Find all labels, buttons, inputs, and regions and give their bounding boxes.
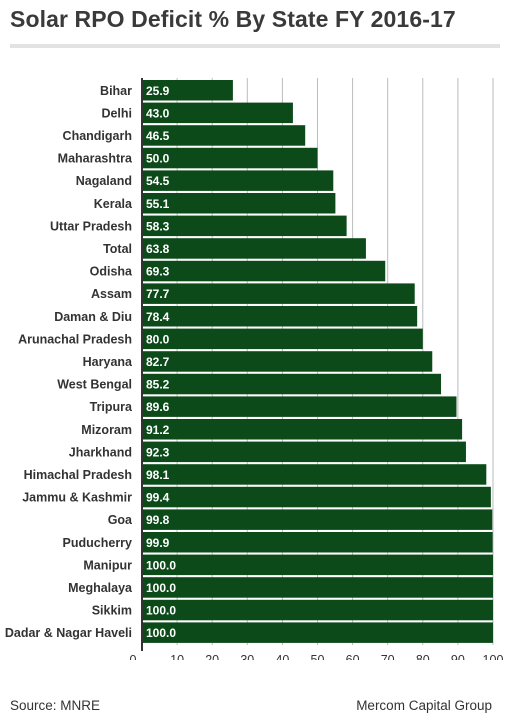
bar: [142, 486, 491, 508]
category-label: Uttar Pradesh: [50, 219, 132, 233]
data-label: 55.1: [146, 197, 170, 211]
category-label: Kerala: [94, 197, 133, 211]
bar: [142, 260, 386, 282]
data-label: 92.3: [146, 445, 170, 459]
bar: [142, 373, 442, 395]
data-label: 99.9: [146, 536, 170, 550]
x-tick-label: 0: [130, 653, 137, 660]
bar: [142, 170, 334, 191]
bar: [142, 419, 463, 440]
data-label: 78.4: [146, 310, 170, 324]
x-tick-label: 30: [240, 653, 254, 660]
bar: [142, 599, 493, 621]
category-label: Mizoram: [81, 423, 132, 437]
bar: [142, 351, 433, 372]
category-label: Maharashtra: [58, 152, 133, 166]
category-label: Tripura: [90, 400, 133, 414]
category-label: Sikkim: [92, 604, 132, 618]
category-label: Goa: [108, 513, 133, 527]
category-label: Delhi: [101, 106, 132, 120]
bar: [142, 577, 493, 598]
category-label: Jammu & Kashmir: [22, 491, 132, 505]
category-label: Jharkhand: [69, 445, 132, 459]
category-label: Odisha: [90, 265, 133, 279]
category-label: Meghalaya: [68, 581, 133, 595]
data-label: 54.5: [146, 174, 170, 188]
data-label: 100.0: [146, 558, 176, 572]
data-label: 91.2: [146, 423, 170, 437]
category-label: Himachal Pradesh: [24, 468, 132, 482]
x-tick-label: 50: [311, 653, 325, 660]
data-label: 89.6: [146, 400, 170, 414]
bar: [142, 238, 366, 259]
x-tick-label: 90: [451, 653, 465, 660]
bar: [142, 147, 318, 169]
bar-chart: Bihar Delhi Chandigarh Maharashtra Nagaland K…: [5, 78, 504, 660]
bar: [142, 464, 487, 485]
chart-title: Solar RPO Deficit % By State FY 2016-17: [10, 6, 456, 32]
bars: [142, 80, 493, 643]
data-label: 58.3: [146, 219, 170, 233]
data-label: 46.5: [146, 129, 170, 143]
bar: [142, 125, 306, 146]
category-label: Haryana: [83, 355, 133, 369]
bar: [142, 622, 493, 643]
credit-note: Mercom Capital Group: [356, 698, 492, 713]
data-label: 63.8: [146, 242, 170, 256]
category-label: West Bengal: [57, 378, 132, 392]
data-label: 82.7: [146, 355, 170, 369]
x-tick-label: 20: [205, 653, 219, 660]
data-label: 100.0: [146, 604, 176, 618]
bar: [142, 102, 293, 124]
x-tick-label: 60: [346, 653, 360, 660]
bar: [142, 193, 336, 214]
data-label: 100.0: [146, 581, 176, 595]
x-axis: 0 10 20 30 40 50 60 70 80 90 100: [130, 78, 504, 660]
category-label: Total: [103, 242, 132, 256]
category-label: Arunachal Pradesh: [18, 332, 132, 346]
data-label: 69.3: [146, 265, 170, 279]
data-label: 85.2: [146, 378, 170, 392]
category-label: Daman & Diu: [54, 310, 132, 324]
bar: [142, 215, 347, 237]
x-tick-label: 10: [170, 653, 184, 660]
data-label: 50.0: [146, 152, 170, 166]
category-labels: Bihar Delhi Chandigarh Maharashtra Nagaland K…: [5, 84, 133, 640]
data-label: 99.4: [146, 491, 170, 505]
data-label: 80.0: [146, 332, 170, 346]
data-label: 99.8: [146, 513, 170, 527]
value-labels: 25.9 43.0 46.5 50.0 54.5 55.1 58.3 63.8 69.3 77.7…: [146, 84, 176, 640]
category-label: Manipur: [83, 558, 132, 572]
bar: [142, 396, 457, 417]
data-label: 25.9: [146, 84, 170, 98]
data-label: 98.1: [146, 468, 170, 482]
source-note: Source: MNRE: [10, 698, 101, 713]
title-divider: [10, 44, 500, 48]
x-tick-label: 80: [416, 653, 430, 660]
data-label: 77.7: [146, 287, 170, 301]
bar: [142, 554, 493, 576]
data-label: 100.0: [146, 626, 176, 640]
bar: [142, 441, 466, 463]
category-label: Nagaland: [76, 174, 132, 188]
category-label: Bihar: [100, 84, 132, 98]
category-label: Assam: [91, 287, 132, 301]
bar: [142, 509, 493, 530]
category-label: Chandigarh: [63, 129, 132, 143]
x-tick-label: 70: [381, 653, 395, 660]
bar: [142, 80, 233, 101]
data-label: 43.0: [146, 106, 170, 120]
x-tick-label: 100: [483, 653, 504, 660]
bar: [142, 283, 415, 304]
x-tick-label: 40: [275, 653, 289, 660]
bar: [142, 532, 493, 553]
bar: [142, 306, 418, 327]
category-label: Puducherry: [63, 536, 133, 550]
category-label: Dadar & Nagar Haveli: [5, 626, 132, 640]
bar: [142, 328, 423, 350]
